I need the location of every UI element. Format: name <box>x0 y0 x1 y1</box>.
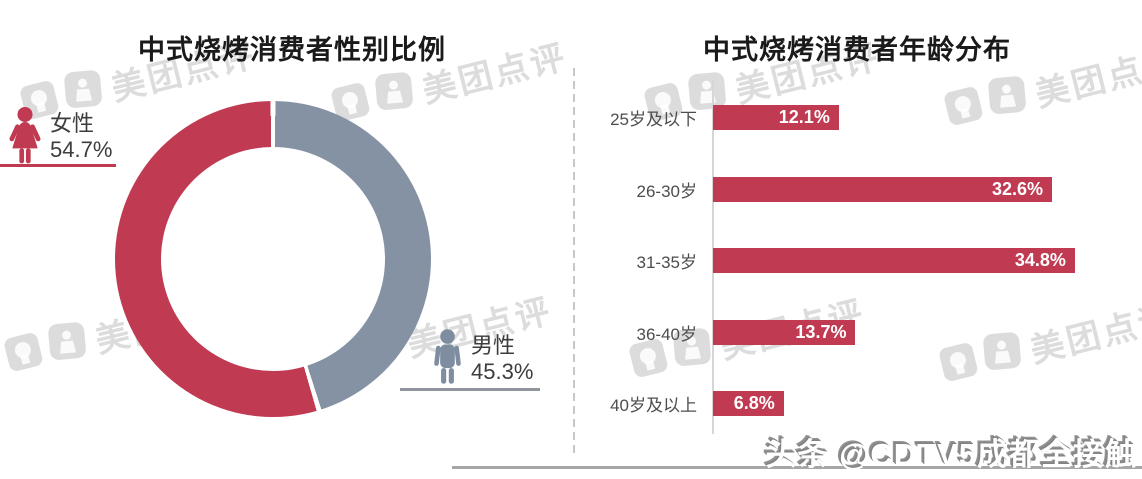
meituan-logo-icon <box>938 341 981 391</box>
bar-category-label: 31-35岁 <box>636 253 697 272</box>
meituan-logo-icon <box>943 85 986 135</box>
bar-row: 25岁及以下 12.1% <box>575 105 839 130</box>
bar-segment: 12.1% <box>713 105 839 130</box>
brand-watermark: 美团点评 <box>937 289 1142 394</box>
bar-segment: 6.8% <box>713 391 784 416</box>
dianping-logo-icon <box>978 327 1029 384</box>
panel-divider <box>573 68 575 458</box>
bar-row: 26-30岁 32.6% <box>575 176 1053 202</box>
meituan-logo-icon <box>3 331 46 381</box>
legend-female-text: 女性 54.7% <box>50 111 112 163</box>
bar-category-label: 25岁及以下 <box>610 110 697 129</box>
dianping-logo-icon <box>43 317 94 374</box>
bar-category-label: 26-30岁 <box>636 181 697 201</box>
legend-female-underline <box>0 164 116 167</box>
bar-value-label: 13.7% <box>795 321 847 342</box>
legend-female: 女性 54.7% <box>0 106 180 176</box>
watermark-brand-text: 美团点评 <box>1026 297 1142 371</box>
footer-rule <box>452 466 1142 469</box>
bar-chart-title: 中式烧烤消费者年龄分布 <box>703 35 1011 65</box>
legend-male-value: 45.3% <box>471 359 534 384</box>
legend-male-label: 男性 <box>471 333 516 358</box>
dianping-logo-icon <box>370 67 421 124</box>
donut-chart-title: 中式烧烤消费者性别比例 <box>138 35 446 65</box>
legend-female-label: 女性 <box>50 111 95 136</box>
bar-row: 40岁及以上 6.8% <box>575 391 784 416</box>
legend-male-underline <box>400 388 540 391</box>
bar-value-label: 34.8% <box>1014 250 1066 270</box>
gender-donut-chart <box>115 101 431 417</box>
bar-value-label: 12.1% <box>778 107 830 127</box>
bar-row: 36-40岁 13.7% <box>575 319 856 345</box>
bar-segment: 32.6% <box>713 176 1053 202</box>
bar-value-label: 32.6% <box>991 178 1044 199</box>
bar-category-label: 40岁及以上 <box>610 396 697 415</box>
bar-category-label: 36-40岁 <box>636 324 697 344</box>
legend-female-value: 54.7% <box>50 137 113 162</box>
legend-male-text: 男性 45.3% <box>471 333 533 385</box>
bar-row: 31-35岁 34.8% <box>575 248 1075 273</box>
bar-segment: 34.8% <box>713 248 1075 273</box>
legend-male: 男性 45.3% <box>398 326 578 396</box>
attribution-watermark: 头条 @CDTV5成都全接触 <box>765 437 1137 472</box>
meituan-logo-icon <box>628 337 671 387</box>
bar-value-label: 6.8% <box>733 393 775 413</box>
female-icon <box>8 106 42 175</box>
bar-segment: 13.7% <box>713 319 856 345</box>
male-icon <box>431 328 464 395</box>
dianping-logo-icon <box>983 71 1034 128</box>
